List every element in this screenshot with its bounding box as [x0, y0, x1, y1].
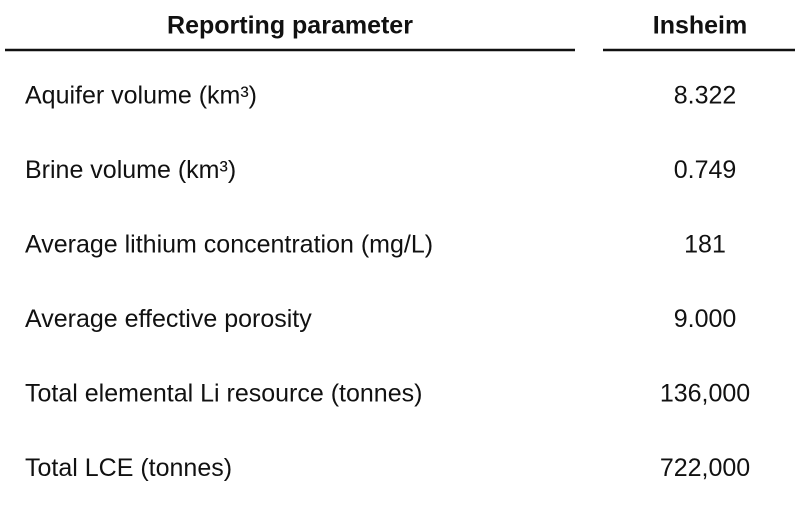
row-value: 0.749	[674, 156, 737, 184]
header-cell: Insheim	[653, 12, 747, 40]
row-label: Average lithium concentration (mg/L)	[25, 231, 433, 259]
row-label: Aquifer volume (km³)	[25, 82, 257, 110]
row-value: 136,000	[660, 380, 750, 408]
row-label: Total LCE (tonnes)	[25, 454, 232, 482]
row-value: 8.322	[674, 82, 737, 110]
header-cell: Reporting parameter	[167, 12, 413, 40]
row-label: Average effective porosity	[25, 305, 312, 333]
row-value: 181	[684, 231, 726, 259]
row-label: Total elemental Li resource (tonnes)	[25, 380, 422, 408]
row-label: Brine volume (km³)	[25, 156, 236, 184]
row-value: 722,000	[660, 454, 750, 482]
row-value: 9.000	[674, 305, 737, 333]
